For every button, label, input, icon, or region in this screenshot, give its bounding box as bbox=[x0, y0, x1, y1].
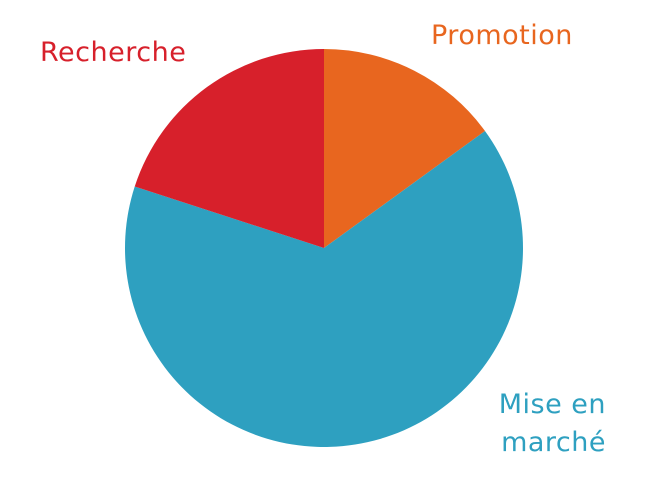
slice-label-recherche: Recherche bbox=[40, 37, 187, 68]
slice-label-promotion: Promotion bbox=[431, 20, 573, 51]
pie-slice-promotion bbox=[324, 49, 485, 248]
slice-label-mise-en-marche: Mise en marché bbox=[498, 389, 606, 458]
pie-slice-recherche bbox=[134, 49, 324, 248]
pie-slices bbox=[124, 49, 523, 448]
pie-slice-mise-en-marche bbox=[124, 131, 523, 448]
